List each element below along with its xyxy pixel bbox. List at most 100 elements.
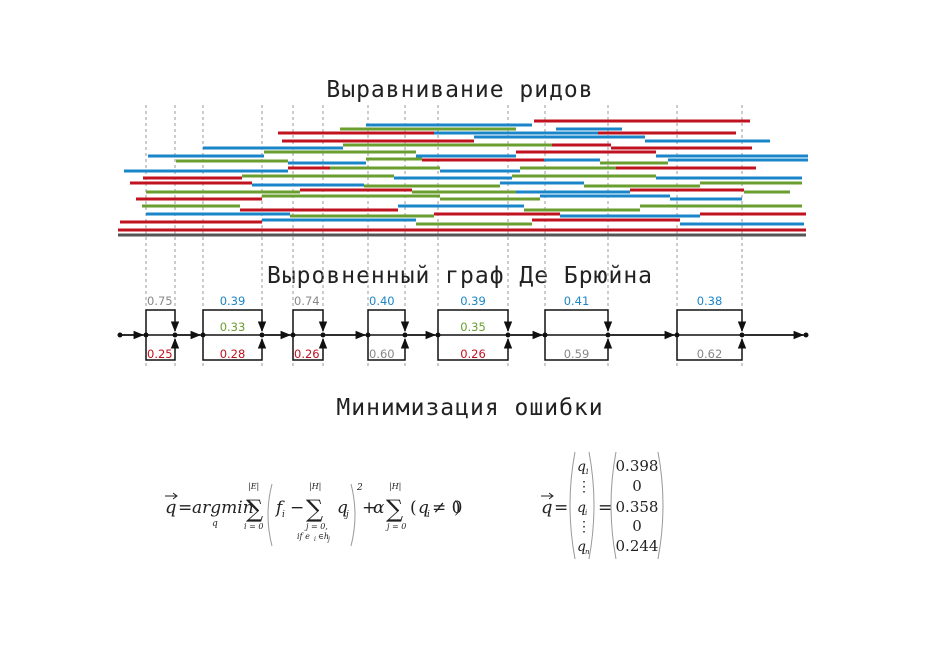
edge-fraction-middle: 0.35 [460, 320, 486, 334]
edge-fraction-top: 0.41 [564, 294, 590, 308]
debruijn-graph: 0.75 0.25 0.39 0.33 0.28 0.74 0.26 0.40 0.60 0.39… [117, 294, 809, 361]
formula-equals: = [178, 498, 192, 518]
graph-node [542, 332, 548, 338]
formula-f: f [274, 498, 285, 518]
graph-node [605, 332, 611, 338]
objective-formula: q = argmin q ∑ |E| i = 0 f i − ∑ |H| j =… [165, 482, 462, 547]
left-vector-paren-open [569, 451, 576, 560]
formula-alpha: α [373, 498, 385, 518]
graph-bottom-bubble [292, 335, 328, 361]
graph-top-bubble [202, 309, 267, 335]
left-vector-paren-close [588, 451, 595, 560]
indicator-rest: ≠ 0 [432, 498, 462, 518]
graph-bottom-bubble [676, 335, 747, 361]
graph-top-bubble [145, 309, 180, 335]
left-vector-entry-sub: 1 [585, 468, 589, 476]
graph-node [505, 332, 511, 338]
left-vector-entry: q [577, 539, 586, 555]
aligned-reads [120, 119, 808, 226]
formula-argmin: argmin [192, 498, 254, 518]
edge-fraction-top: 0.38 [697, 294, 723, 308]
graph-start-node [117, 332, 123, 338]
sum2-sigma: ∑ [306, 495, 323, 523]
graph-bottom-bubble [145, 335, 180, 361]
graph-node [172, 332, 178, 338]
indicator-paren-right: ) [454, 498, 461, 518]
graph-bottom-bubble [202, 335, 267, 361]
formula-f-sub: i [282, 510, 285, 520]
solution-q: q [541, 497, 553, 518]
graph-top-bubble [367, 309, 410, 335]
graph-node [402, 332, 408, 338]
big-paren-left [267, 483, 273, 547]
graph-node [435, 332, 441, 338]
left-vector-entry-sub: n [585, 548, 590, 556]
edge-fraction-top: 0.39 [220, 294, 246, 308]
graph-end-node [803, 332, 809, 338]
formula-q: q [165, 497, 177, 518]
edge-fraction-top: 0.74 [294, 294, 320, 308]
graph-node [259, 332, 265, 338]
sum2-bottom2: if e [297, 532, 310, 541]
graph-bottom-bubble [544, 335, 613, 361]
sum2-bottom5: j [326, 536, 330, 543]
sum3-sigma: ∑ [386, 495, 403, 523]
left-vector-entry-sub: i [585, 509, 587, 517]
edge-fraction-top: 0.39 [460, 294, 486, 308]
right-vector-entry: 0 [632, 517, 642, 535]
graph-top-bubble [292, 309, 328, 335]
right-vector-entry: 0.358 [616, 498, 659, 516]
edge-fraction-bottom: 0.60 [369, 347, 395, 361]
graph-node [739, 332, 745, 338]
right-vector-entry: 0.398 [616, 457, 659, 475]
sum2-bottom1: j = 0, [304, 522, 328, 531]
edge-fraction-bottom: 0.26 [294, 347, 320, 361]
right-vector-paren-close [657, 451, 664, 560]
alignment-heading: Выравнивание ридов [326, 77, 593, 103]
formula-qj: q [337, 498, 348, 518]
graph-heading: Выровненный граф Де Брюйна [267, 263, 653, 289]
indicator-q: q [418, 498, 429, 518]
sum3-bottom: j = 0 [385, 522, 406, 531]
sum3-top: |H| [389, 482, 401, 491]
left-vector-entry: q [577, 500, 586, 516]
optimization-heading: Минимизация ошибки [336, 395, 603, 421]
big-paren-right [350, 483, 356, 547]
graph-top-bubble [676, 309, 747, 335]
graph-node [320, 332, 326, 338]
graph-top-bubble [544, 309, 613, 335]
graph-top-bubble [437, 309, 513, 335]
right-vector-paren-open [610, 451, 617, 560]
formula-minus: − [290, 498, 304, 518]
graph-bottom-bubble [437, 335, 513, 361]
solution-equals-left: = [554, 498, 568, 518]
edge-fraction-bottom: 0.25 [147, 347, 173, 361]
indicator-paren-left: ( [410, 498, 417, 518]
formula-square: 2 [356, 483, 363, 493]
sum2-bottom3: i [314, 536, 316, 543]
graph-node [200, 332, 206, 338]
left-vector-entry: ⋮ [577, 519, 591, 535]
graph-node [143, 332, 149, 338]
left-vector-entry: ⋮ [577, 479, 591, 495]
right-vector-entry: 0 [632, 477, 642, 495]
graph-node [365, 332, 371, 338]
sum1-top: |E| [248, 482, 259, 491]
indicator-q-sub: i [427, 510, 430, 520]
formula-argmin-sub: q [212, 519, 218, 529]
edge-fraction-top: 0.40 [369, 294, 395, 308]
graph-bottom-bubble [367, 335, 410, 361]
edge-fraction-middle: 0.33 [220, 320, 246, 334]
edge-fraction-bottom: 0.26 [460, 347, 486, 361]
sum2-bottom4: ∈h [318, 532, 329, 541]
edge-fraction-bottom: 0.59 [564, 347, 590, 361]
sum2-top: |H| [309, 482, 321, 491]
solution-equals-right: = [598, 498, 612, 518]
formula-plus: + [362, 498, 376, 518]
edge-fraction-top: 0.75 [147, 294, 173, 308]
graph-node [290, 332, 296, 338]
left-vector-entries: q 1⋮q i⋮q n [577, 459, 591, 556]
edge-fraction-bottom: 0.28 [220, 347, 246, 361]
